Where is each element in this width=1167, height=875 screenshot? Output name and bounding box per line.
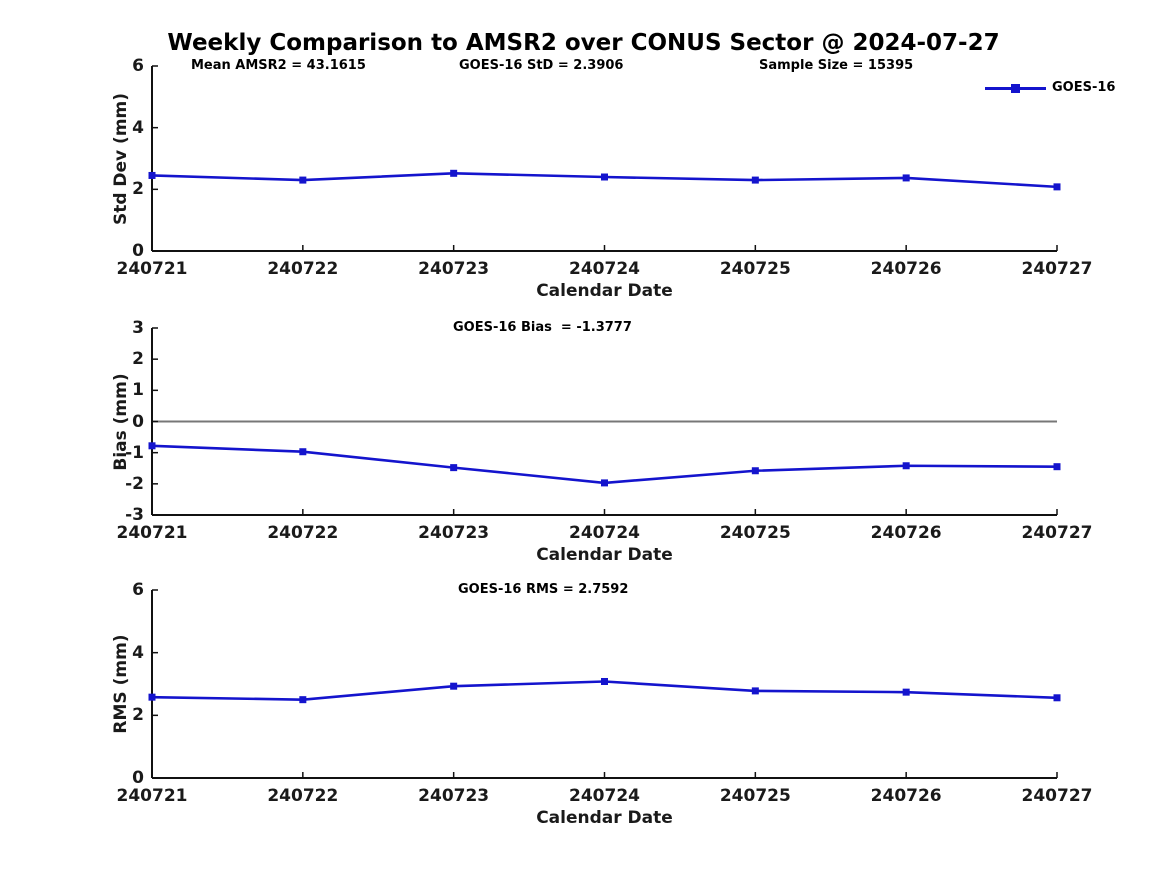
x-tick-label: 240726: [870, 786, 942, 806]
data-point-marker: [148, 693, 156, 701]
data-point-marker: [299, 176, 307, 184]
y-tick-label: -3: [125, 505, 144, 525]
annotation-mean-amsr2: Mean AMSR2 = 43.1615: [191, 58, 366, 73]
y-tick-label: 0: [132, 768, 144, 788]
data-point-marker: [1053, 694, 1061, 702]
y-tick-label: 4: [132, 117, 144, 138]
x-tick-label: 240725: [719, 523, 791, 543]
data-point-marker: [902, 688, 910, 696]
y-tick-label: 2: [132, 179, 144, 200]
x-tick-label: 240724: [569, 259, 640, 279]
y-tick-label: 6: [132, 56, 144, 76]
y-tick-label: 2: [132, 349, 144, 370]
series-line-GOES-16: [151, 444, 1058, 485]
x-tick-label: 240727: [1021, 259, 1093, 279]
x-tick-label: 240725: [719, 259, 791, 279]
data-point-marker: [450, 169, 458, 177]
plot-area: GOES-16 Bias = -1.3777: [148, 320, 1061, 516]
legend: GOES-16: [985, 78, 1167, 98]
x-tick-label: 240721: [116, 259, 188, 279]
data-point-marker: [299, 448, 307, 456]
y-tick-label: 2: [132, 705, 144, 726]
annotation-goes16-rms: GOES-16 RMS = 2.7592: [458, 582, 629, 597]
annotation-goes16-bias: GOES-16 Bias = -1.3777: [453, 320, 632, 335]
data-point-marker: [902, 462, 910, 470]
data-point-marker: [751, 687, 759, 695]
y-tick-label: -1: [125, 442, 144, 463]
x-axis-label: Calendar Date: [536, 808, 673, 828]
x-axis-label: Calendar Date: [536, 281, 673, 301]
x-tick-label: 240727: [1021, 786, 1093, 806]
y-tick-label: 3: [132, 318, 144, 338]
x-tick-label: 240723: [418, 523, 490, 543]
data-point-marker: [1053, 463, 1061, 471]
x-tick-label: 240721: [116, 523, 188, 543]
legend-marker-icon: [1011, 84, 1020, 93]
data-point-marker: [450, 682, 458, 690]
x-tick-label: 240724: [569, 523, 640, 543]
x-axis-label: Calendar Date: [536, 545, 673, 565]
data-point-marker: [601, 479, 608, 487]
data-point-marker: [148, 442, 156, 450]
chart-title: Weekly Comparison to AMSR2 over CONUS Se…: [167, 30, 1000, 56]
x-tick-label: 240722: [267, 786, 339, 806]
plot-area: GOES-16 RMS = 2.7592: [148, 582, 1061, 779]
annotation-goes16-std: GOES-16 StD = 2.3906: [459, 58, 624, 73]
data-point-marker: [601, 173, 608, 181]
data-point-marker: [751, 467, 759, 475]
x-tick-label: 240722: [267, 523, 339, 543]
x-tick-label: 240725: [719, 786, 791, 806]
subplot-stddev: Std Dev (mm) Mean AMSR2 = 43.1615 GOES-1…: [0, 56, 1167, 301]
x-tick-label: 240726: [870, 259, 942, 279]
line-chart-svg: [148, 327, 1061, 516]
subplot-rms: RMS (mm) GOES-16 RMS = 2.7592 Calendar D…: [0, 580, 1167, 828]
y-tick-label: 0: [132, 241, 144, 261]
subplot-bias: Bias (mm) GOES-16 Bias = -1.3777 Calenda…: [0, 318, 1167, 565]
data-point-marker: [450, 464, 458, 472]
x-tick-label: 240723: [418, 259, 490, 279]
line-chart-svg: [148, 589, 1061, 779]
x-tick-label: 240726: [870, 523, 942, 543]
data-point-marker: [601, 677, 608, 685]
x-tick-label: 240722: [267, 259, 339, 279]
legend-label: GOES-16: [1052, 80, 1116, 95]
data-point-marker: [751, 176, 759, 184]
plot-area: Mean AMSR2 = 43.1615 GOES-16 StD = 2.390…: [148, 58, 1061, 252]
x-tick-label: 240727: [1021, 523, 1093, 543]
x-tick-label: 240723: [418, 786, 490, 806]
x-tick-label: 240724: [569, 786, 640, 806]
y-tick-label: 4: [132, 642, 144, 663]
data-point-marker: [299, 696, 307, 704]
data-point-marker: [902, 174, 910, 182]
y-tick-label: 1: [132, 380, 144, 401]
y-tick-label: 0: [132, 411, 144, 432]
line-chart-svg: [148, 65, 1061, 252]
data-point-marker: [1053, 183, 1061, 191]
y-tick-label: 6: [132, 580, 144, 600]
annotation-sample-size: Sample Size = 15395: [759, 58, 914, 73]
y-tick-label: -2: [125, 473, 144, 494]
data-point-marker: [148, 171, 156, 179]
x-tick-label: 240721: [116, 786, 188, 806]
